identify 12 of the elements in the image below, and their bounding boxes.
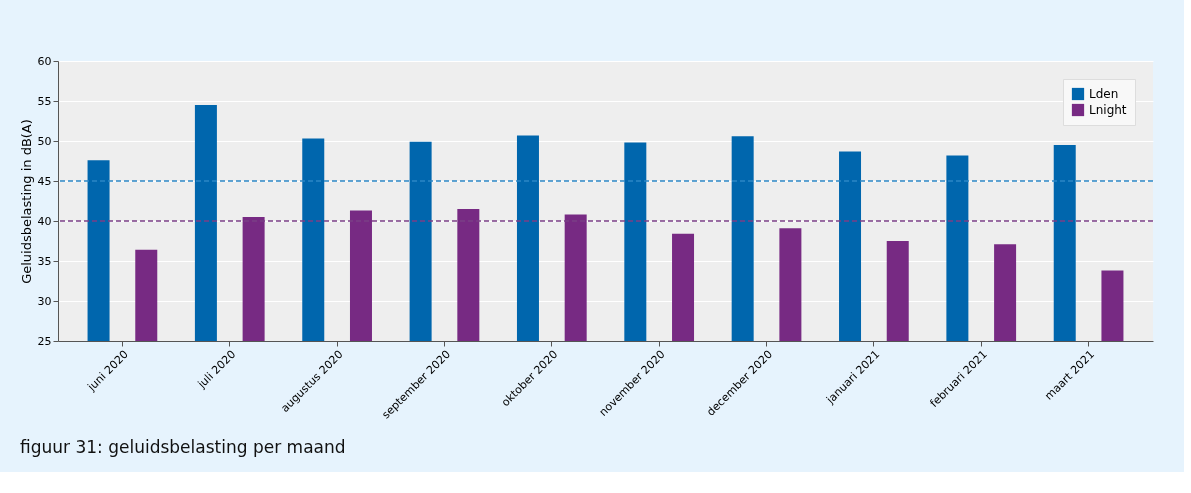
text: figuur 31: geluidsbelasting per maand [20, 437, 346, 458]
y-tick-label: 25 [37, 334, 52, 348]
y-tick-label: 50 [37, 134, 52, 148]
legend-label: Lnight [1089, 103, 1127, 117]
y-tick-label: 60 [37, 54, 52, 68]
legend-label: Lden [1089, 87, 1119, 101]
y-axis-title: Geluidsbelasting in dB(A) [18, 119, 34, 284]
y-tick-label: 55 [37, 94, 52, 108]
y-tick-label: 45 [37, 174, 52, 188]
y-tick-label: 40 [37, 214, 52, 228]
y-tick-label: 35 [37, 254, 52, 268]
y-tick-label: 30 [37, 294, 52, 308]
